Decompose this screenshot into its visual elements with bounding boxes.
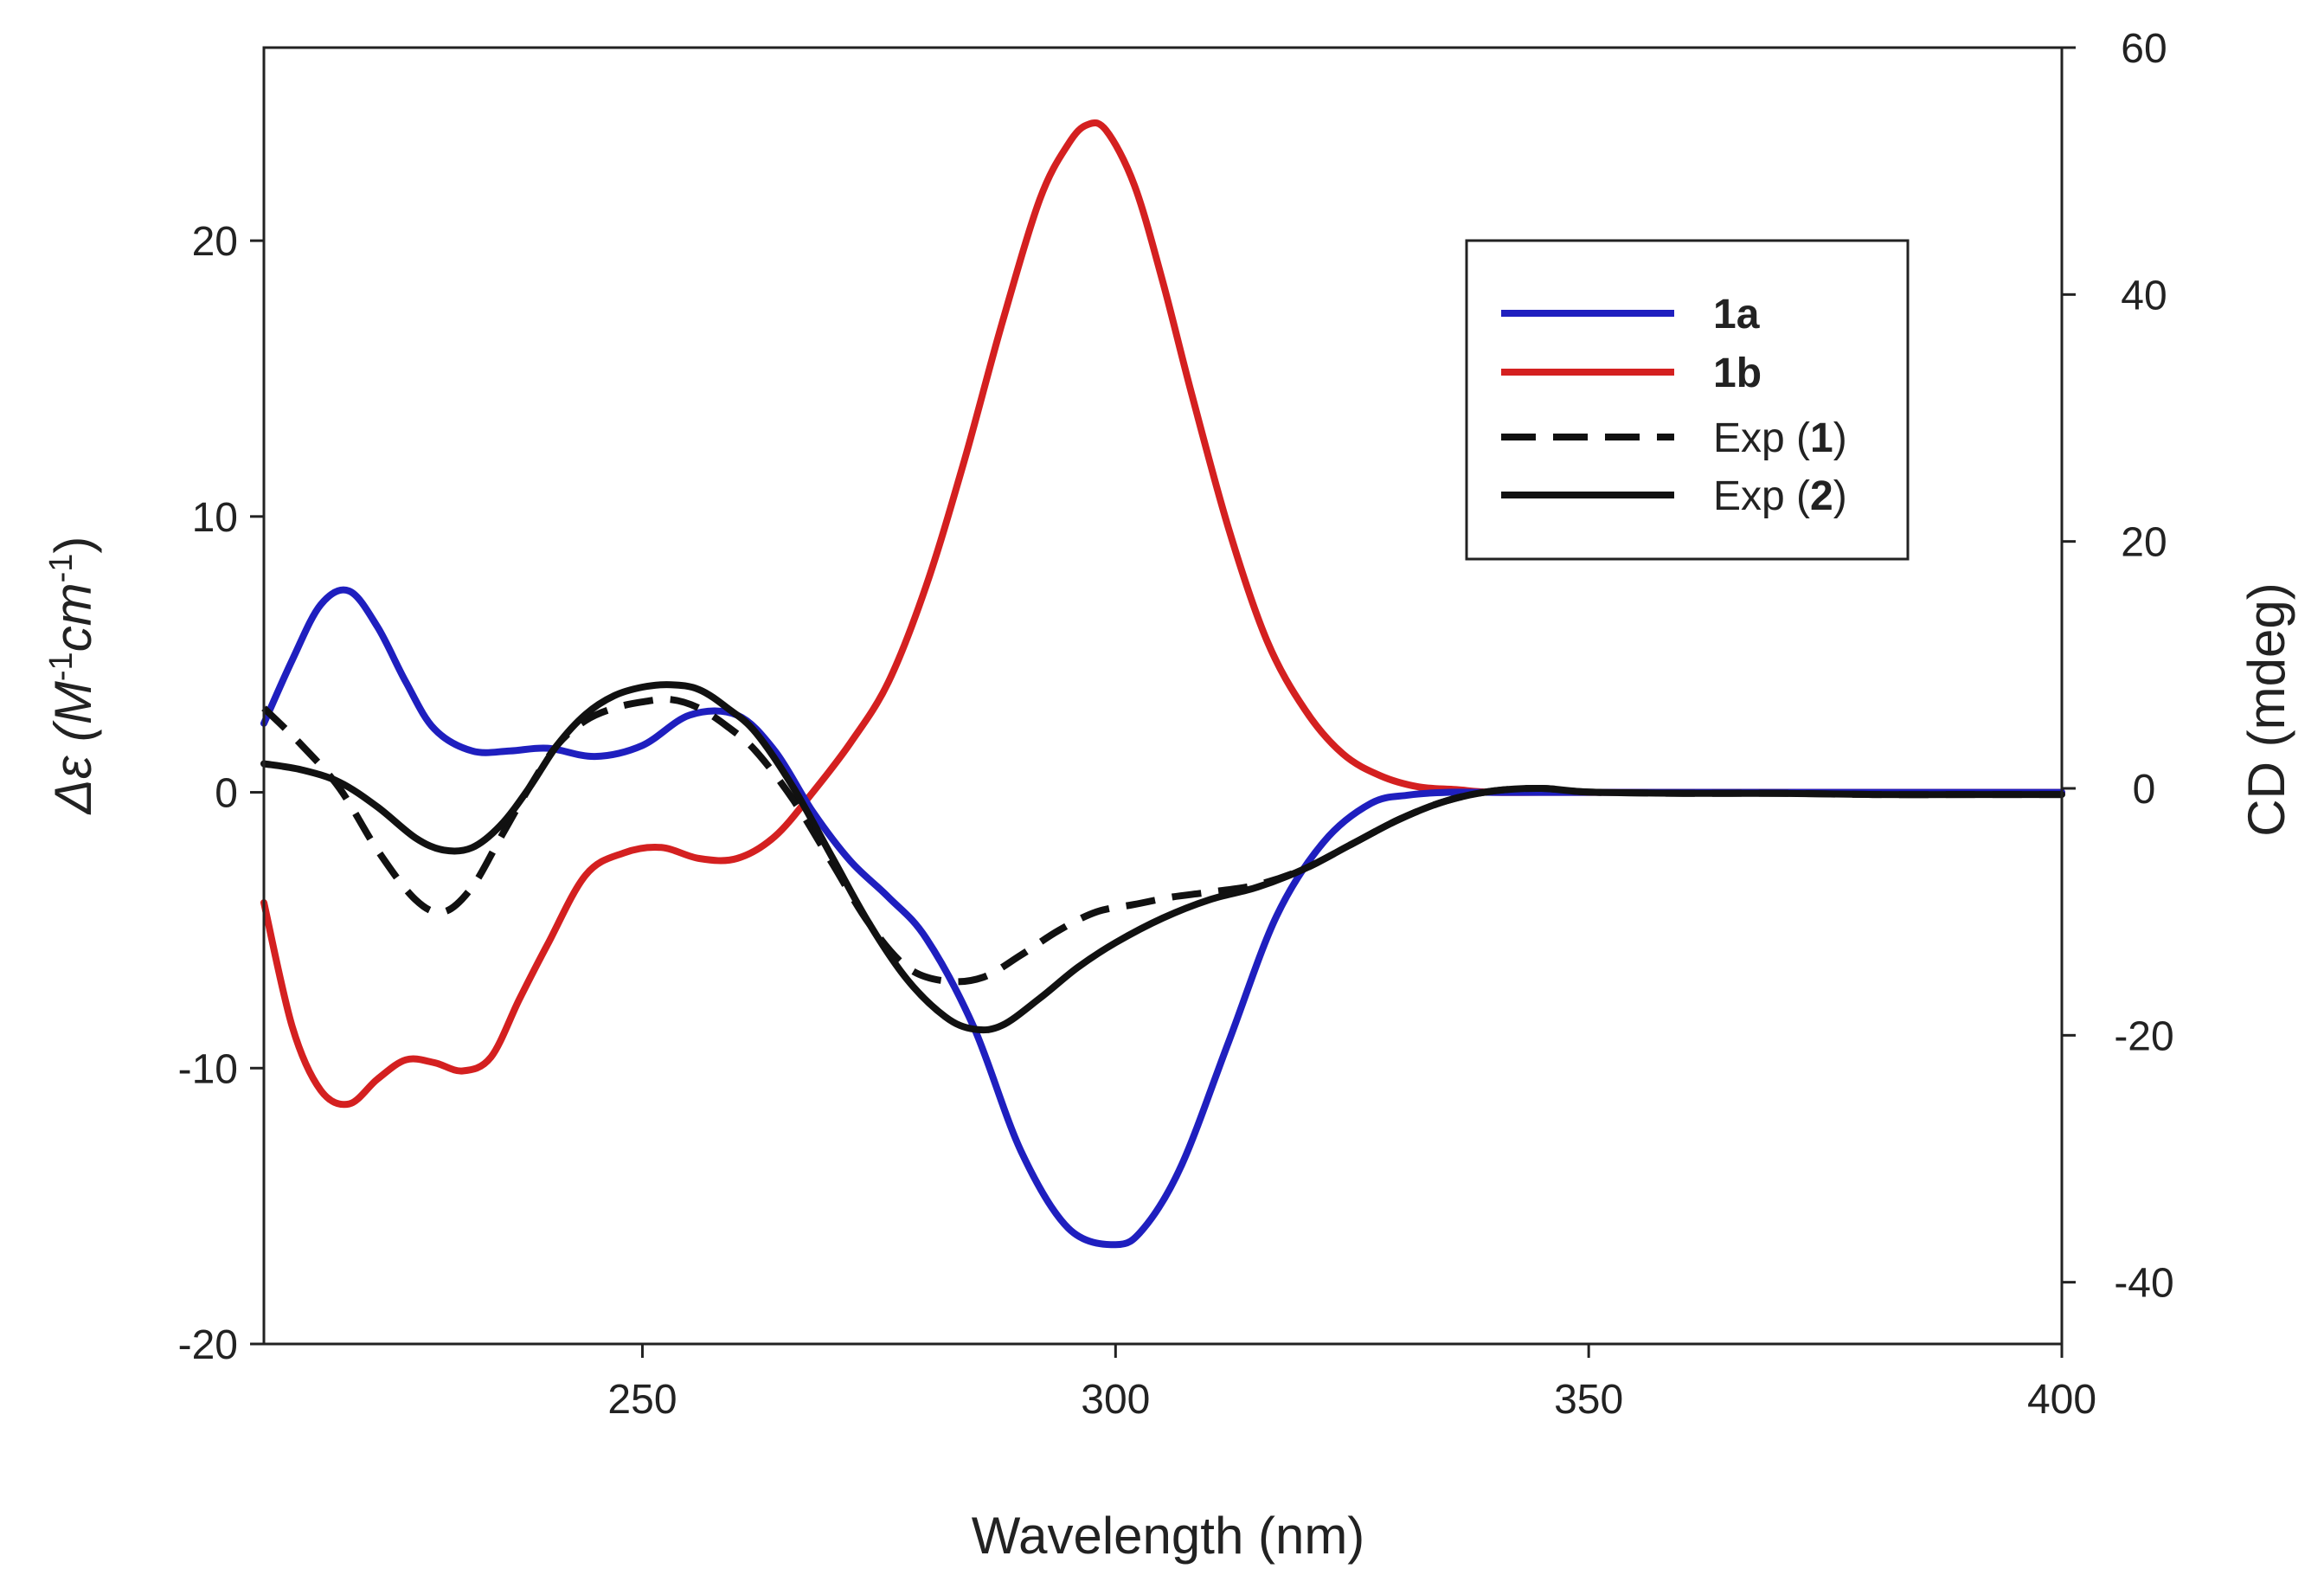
legend-label-exp-1: Exp (1) <box>1713 415 1847 461</box>
series-line-1b <box>260 119 2065 1109</box>
right-y-tick-label: 20 <box>2121 520 2167 566</box>
right-y-tick-label: -20 <box>2114 1013 2173 1059</box>
left-y-axis-ticks: -20 -10 0 10 20 <box>178 219 264 1368</box>
x-axis-ticks: 250 300 350 400 <box>607 1344 2096 1423</box>
right-y-tick-label: 0 <box>2133 767 2156 813</box>
x-axis-title: Wavelength (nm) <box>972 1507 1365 1565</box>
left-y-tick-label: -20 <box>178 1322 238 1368</box>
left-y-tick-label: -10 <box>178 1046 238 1092</box>
x-tick-label: 350 <box>1554 1377 1623 1423</box>
right-y-axis-ticks: -40 -20 0 20 40 60 <box>2062 26 2174 1307</box>
series-line-exp-2 <box>260 681 2065 1034</box>
plot-frame <box>262 46 2064 1346</box>
left-y-axis-title: Δε (M-1cm-1) <box>43 537 102 816</box>
left-y-tick-label: 0 <box>215 771 238 817</box>
x-tick-label: 300 <box>1081 1377 1150 1423</box>
right-y-tick-label: 60 <box>2121 26 2167 72</box>
left-y-tick-label: 10 <box>192 495 238 541</box>
legend-label-exp-2: Exp (2) <box>1713 473 1847 519</box>
legend-label-1b: 1b <box>1713 350 1762 396</box>
right-y-axis-title: CD (mdeg) <box>2237 582 2295 836</box>
series-layer <box>260 119 2065 1249</box>
series-line-1a <box>260 586 2065 1249</box>
left-y-tick-label: 20 <box>192 219 238 265</box>
right-y-tick-label: 40 <box>2121 273 2167 318</box>
x-tick-label: 250 <box>607 1377 677 1423</box>
legend: 1a 1b Exp (1) Exp (2) <box>1465 239 1910 561</box>
x-tick-label: 400 <box>2027 1377 2096 1423</box>
legend-box <box>1465 239 1910 561</box>
legend-label-1a: 1a <box>1713 292 1760 338</box>
right-y-tick-label: -40 <box>2114 1261 2173 1307</box>
